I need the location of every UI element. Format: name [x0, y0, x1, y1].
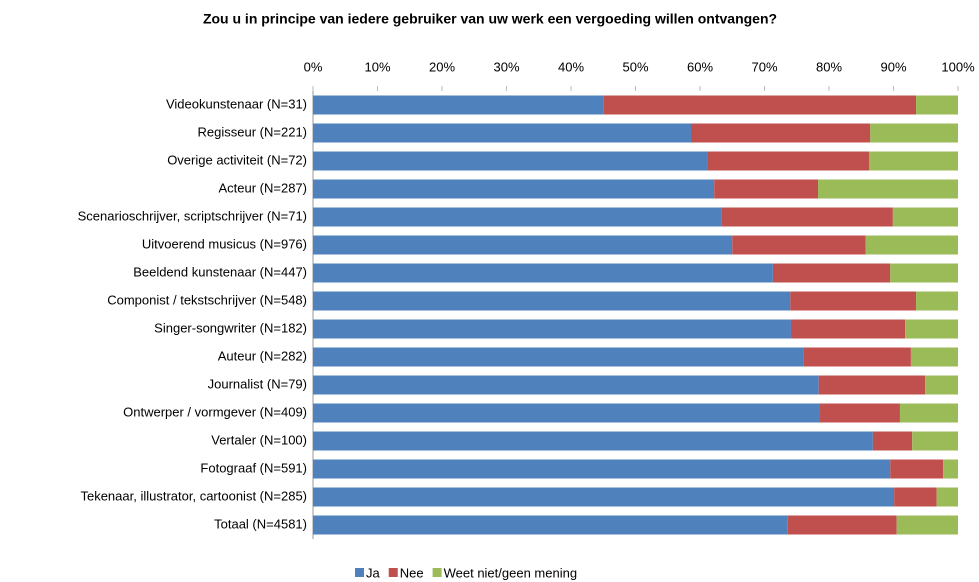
y-tick-label: Overige activiteit (N=72)	[167, 152, 307, 167]
y-tick-label: Totaal (N=4581)	[214, 516, 307, 531]
bar-segment	[872, 431, 913, 451]
bar-segment	[896, 515, 958, 535]
bar-segment	[916, 95, 958, 115]
bar-segment	[313, 263, 773, 283]
bar-segment	[313, 123, 691, 143]
bar-segment	[912, 431, 958, 451]
y-tick-label: Ontwerper / vormgever (N=409)	[123, 404, 307, 419]
bar-segment	[916, 291, 958, 311]
legend-label: Ja	[366, 565, 381, 580]
bar-segment	[925, 375, 958, 395]
bar-segment	[313, 207, 722, 227]
x-tick-label: 40%	[558, 59, 584, 74]
legend-label: Nee	[400, 565, 424, 580]
y-tick-label: Vertaler (N=100)	[211, 432, 307, 447]
bar-segment	[313, 319, 791, 339]
bar-segment	[943, 459, 958, 479]
y-tick-label: Auteur (N=282)	[218, 348, 307, 363]
y-tick-label: Singer-songwriter (N=182)	[154, 320, 307, 335]
bar-segment	[936, 487, 958, 507]
y-tick-label: Uitvoerend musicus (N=976)	[142, 236, 307, 251]
bar-segment	[910, 347, 958, 367]
bar-segment	[313, 487, 895, 507]
y-tick-label: Journalist (N=79)	[208, 376, 307, 391]
bar-segment	[313, 347, 804, 367]
bar-segment	[721, 207, 893, 227]
x-tick-label: 70%	[751, 59, 777, 74]
x-tick-label: 50%	[622, 59, 648, 74]
bar-segment	[899, 403, 958, 423]
bar-segment	[894, 487, 937, 507]
bar-segment	[690, 123, 871, 143]
y-tick-label: Regisseur (N=221)	[198, 124, 307, 139]
legend-swatch	[388, 568, 398, 577]
bar-segment	[313, 431, 873, 451]
bar-segment	[313, 235, 733, 255]
x-tick-label: 90%	[880, 59, 906, 74]
y-tick-label: Fotograaf (N=591)	[200, 460, 307, 475]
bar-segment	[790, 319, 906, 339]
y-tick-label: Scenarioschrijver, scriptschrijver (N=71…	[78, 208, 307, 223]
legend-swatch	[432, 568, 442, 577]
bar-segment	[313, 403, 820, 423]
bar-segment	[870, 123, 958, 143]
bar-segment	[819, 403, 900, 423]
bar-segment	[313, 291, 791, 311]
bar-segment	[714, 179, 819, 199]
y-tick-label: Beeldend kunstenaar (N=447)	[133, 264, 307, 279]
bar-segment	[603, 95, 917, 115]
y-tick-label: Tekenaar, illustrator, cartoonist (N=285…	[80, 488, 307, 503]
x-tick-label: 80%	[816, 59, 842, 74]
x-tick-label: 20%	[429, 59, 455, 74]
x-tick-label: 10%	[364, 59, 390, 74]
legend-swatch	[355, 568, 364, 577]
bar-segment	[313, 151, 708, 171]
bar-segment	[818, 179, 958, 199]
bar-segment	[905, 319, 958, 339]
bar-segment	[803, 347, 911, 367]
bar-segment	[732, 235, 866, 255]
x-tick-label: 60%	[687, 59, 713, 74]
legend-label: Weet niet/geen mening	[444, 565, 577, 580]
bar-segment	[313, 95, 604, 115]
x-tick-label: 30%	[493, 59, 519, 74]
x-tick-label: 100%	[941, 59, 975, 74]
chart-title: Zou u in principe van iedere gebruiker v…	[203, 11, 777, 27]
bar-segment	[790, 291, 917, 311]
bar-segment	[313, 375, 819, 395]
bar-segment	[787, 515, 897, 535]
bar-segment	[707, 151, 869, 171]
bar-segment	[818, 375, 926, 395]
bar-segment	[890, 263, 958, 283]
bar-segment	[890, 459, 944, 479]
y-tick-label: Acteur (N=287)	[218, 180, 307, 195]
bar-segment	[865, 235, 958, 255]
bar-segment	[772, 263, 891, 283]
bar-segment	[868, 151, 958, 171]
y-tick-label: Componist / tekstschrijver (N=548)	[107, 292, 307, 307]
bar-segment	[313, 515, 788, 535]
bar-segment	[892, 207, 958, 227]
bar-segment	[313, 459, 891, 479]
x-tick-label: 0%	[304, 59, 323, 74]
bar-segment	[313, 179, 715, 199]
y-tick-label: Videokunstenaar (N=31)	[166, 96, 307, 111]
